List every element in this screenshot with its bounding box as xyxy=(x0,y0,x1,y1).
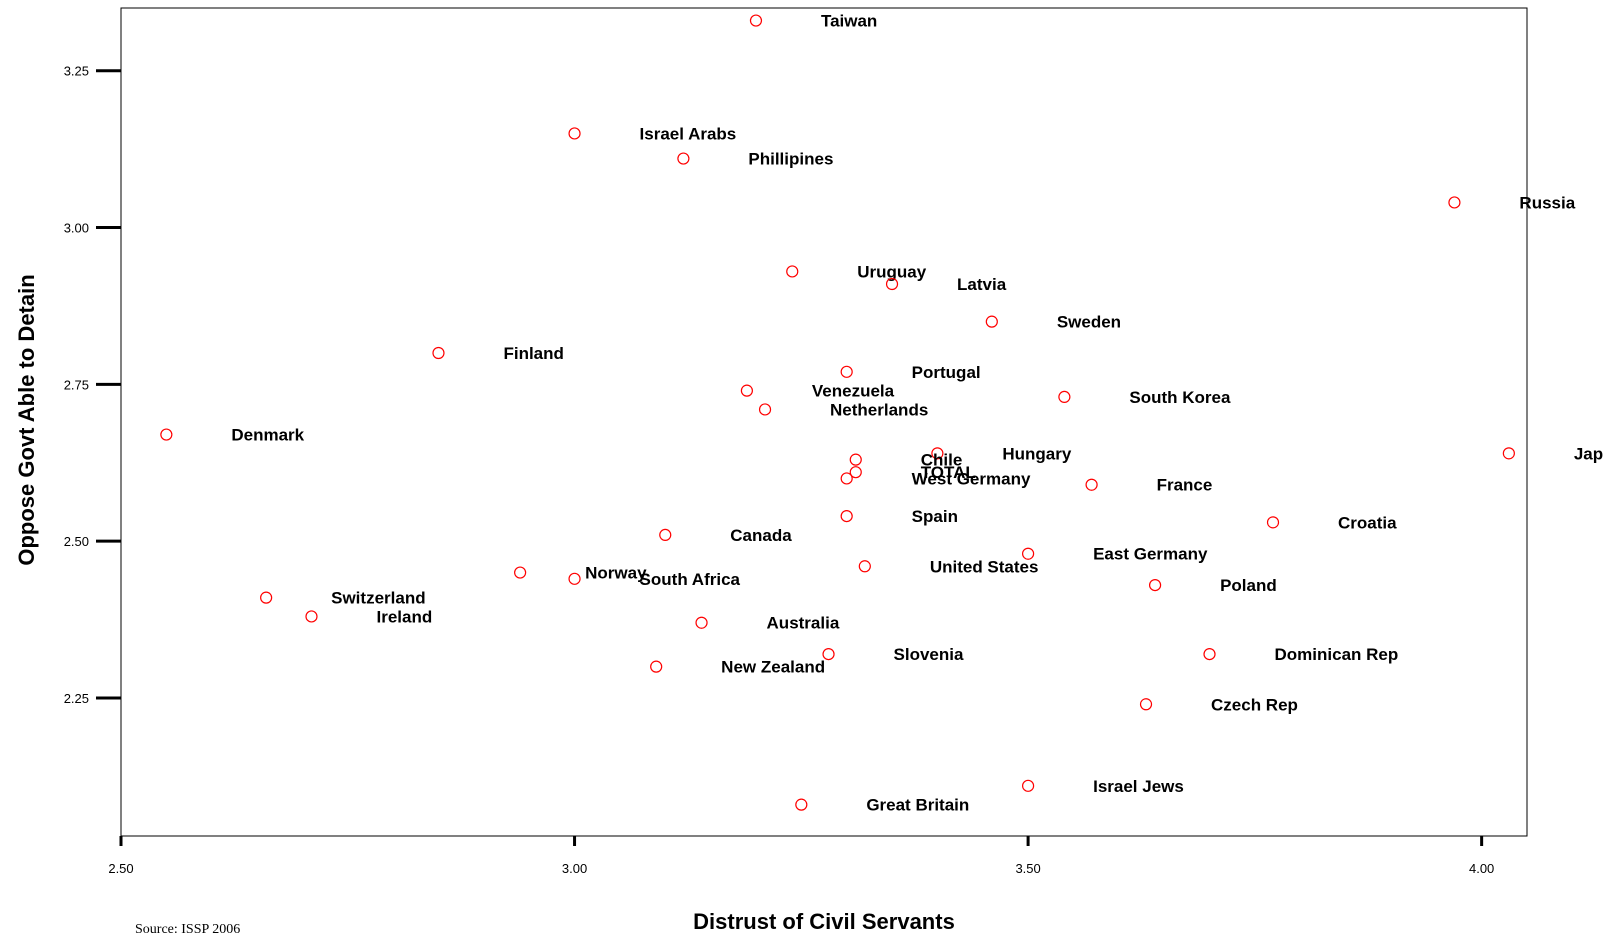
point-label: Israel Jews xyxy=(1093,777,1184,796)
point-label: Norway xyxy=(585,564,647,583)
data-point xyxy=(985,315,998,328)
point-label: East Germany xyxy=(1093,545,1208,564)
data-point xyxy=(1139,698,1153,711)
point-label: Dominican Rep xyxy=(1275,645,1399,664)
data-point xyxy=(749,14,763,27)
data-point xyxy=(160,428,173,441)
data-point xyxy=(305,610,318,623)
data-point xyxy=(1021,547,1035,560)
data-point xyxy=(650,660,663,673)
data-point xyxy=(822,647,835,661)
point-label: New Zealand xyxy=(721,658,825,677)
point-label: Japan xyxy=(1574,444,1603,463)
y-tick-label: 3.25 xyxy=(64,64,89,79)
point-label: Croatia xyxy=(1338,513,1397,532)
x-tick-label: 3.00 xyxy=(562,861,587,876)
y-tick-label: 3.00 xyxy=(64,221,89,236)
point-label: Portugal xyxy=(912,363,981,382)
data-point xyxy=(432,346,445,360)
point-label: Latvia xyxy=(957,275,1007,294)
data-point xyxy=(885,277,899,291)
y-tick-label: 2.50 xyxy=(64,534,89,549)
point-label: Phillipines xyxy=(748,150,833,169)
point-label: Switzerland xyxy=(331,589,425,608)
point-label: Finland xyxy=(503,344,563,363)
data-point xyxy=(1148,578,1162,592)
point-label: Spain xyxy=(912,507,958,526)
data-point xyxy=(840,365,853,378)
plot-area xyxy=(120,7,1528,837)
data-point xyxy=(260,591,273,604)
point-label: Chile xyxy=(921,451,963,470)
data-point xyxy=(568,572,581,585)
x-tick-label: 2.50 xyxy=(108,861,133,876)
y-axis-title: Oppose Govt Able to Detain xyxy=(14,274,39,565)
data-points: Taiwan Israel Arabs Phillipines Russia Urugu… xyxy=(160,12,1603,815)
data-point xyxy=(849,453,862,466)
point-label: Venezuela xyxy=(812,382,895,401)
point-label: United States xyxy=(930,557,1039,576)
data-point xyxy=(514,566,527,579)
point-label: Poland xyxy=(1220,576,1277,595)
point-label: Taiwan xyxy=(821,12,877,31)
point-label: Australia xyxy=(767,614,840,633)
point-label: Netherlands xyxy=(830,400,928,419)
point-label: Canada xyxy=(730,526,792,545)
data-point xyxy=(568,127,581,140)
x-axis-title: Distrust of Civil Servants xyxy=(693,909,955,934)
data-point xyxy=(840,509,853,523)
data-point xyxy=(1021,779,1035,792)
data-point xyxy=(695,616,708,629)
axes: 2.50 3.00 3.50 4.00 2.25 2.50 2.75 3.00 3.25 xyxy=(64,64,1495,876)
point-label: South Korea xyxy=(1129,388,1231,407)
source-note: Source: ISSP 2006 xyxy=(135,922,240,936)
data-point xyxy=(1058,390,1071,404)
data-point xyxy=(1448,196,1461,209)
point-label: TOTAL xyxy=(921,463,976,482)
data-point xyxy=(659,528,672,542)
data-point xyxy=(758,403,772,416)
data-point xyxy=(677,152,690,165)
data-point xyxy=(840,472,853,485)
point-label: Ireland xyxy=(376,607,432,626)
data-point xyxy=(1085,478,1098,491)
point-label: West Germany xyxy=(912,469,1031,488)
point-label: Great Britain xyxy=(866,796,969,815)
data-point xyxy=(1266,516,1280,529)
point-label: France xyxy=(1157,476,1213,495)
point-label: Czech Rep xyxy=(1211,695,1298,714)
data-point xyxy=(849,466,862,479)
data-point xyxy=(931,447,944,460)
x-tick-label: 3.50 xyxy=(1015,861,1040,876)
data-point xyxy=(1203,647,1216,661)
data-point xyxy=(795,798,808,811)
y-tick-label: 2.75 xyxy=(64,377,89,392)
data-point xyxy=(858,560,871,573)
point-label: Israel Arabs xyxy=(640,124,737,143)
point-label: Denmark xyxy=(231,426,304,445)
point-label: South Africa xyxy=(640,570,741,589)
point-label: Sweden xyxy=(1057,313,1121,332)
x-tick-label: 4.00 xyxy=(1469,861,1494,876)
data-point xyxy=(1502,447,1515,460)
point-label: Russia xyxy=(1519,193,1575,212)
point-label: Hungary xyxy=(1002,444,1072,463)
data-point xyxy=(786,265,799,278)
point-label: Slovenia xyxy=(894,645,964,664)
point-label: Uruguay xyxy=(857,262,927,281)
data-point xyxy=(740,384,753,397)
y-tick-label: 2.25 xyxy=(64,691,89,706)
